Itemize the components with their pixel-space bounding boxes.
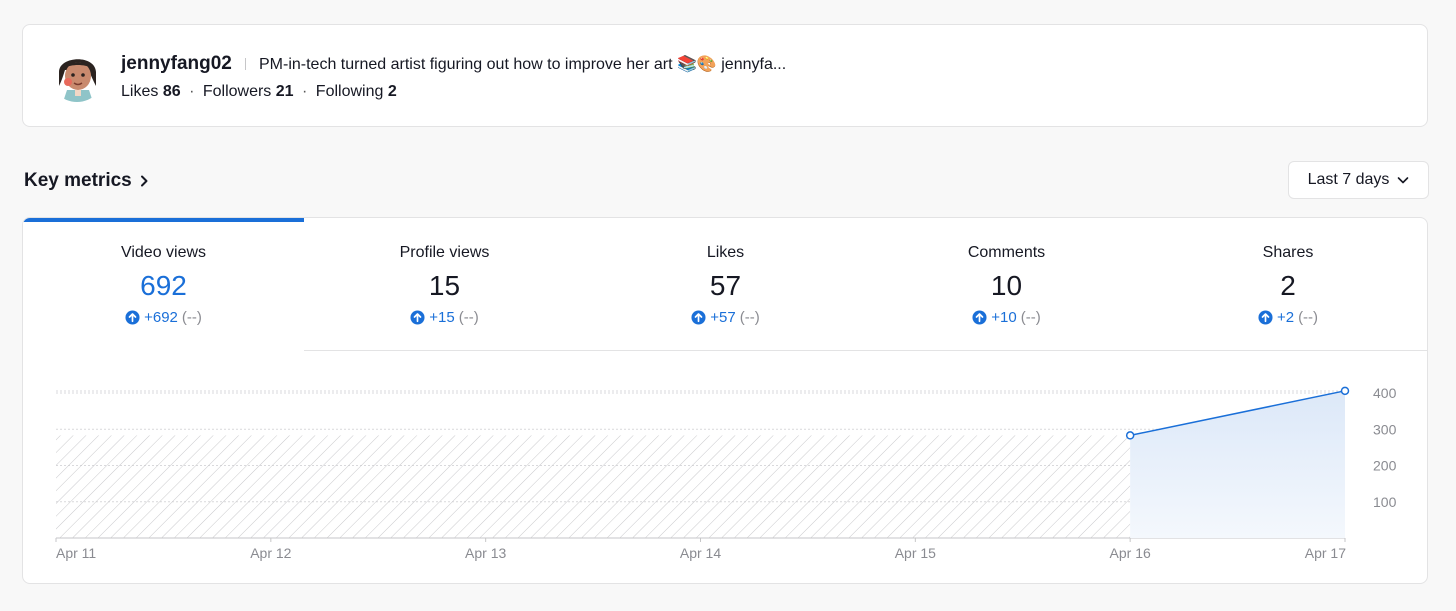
chevron-down-icon <box>1398 177 1409 184</box>
change-value: +2 <box>1276 309 1295 326</box>
metrics-card: Video views 692 +692 (--) Profile views … <box>22 217 1428 584</box>
x-tick-label: Apr 14 <box>680 545 721 561</box>
tab-label: Profile views <box>399 244 490 261</box>
tab-value: 692 <box>140 270 187 301</box>
section-title: Key metrics <box>24 170 132 191</box>
y-tick-label: 100 <box>1373 494 1397 510</box>
change-value: +57 <box>710 309 736 326</box>
previous-value: (--) <box>1298 309 1319 326</box>
tab-profile-views[interactable]: Profile views 15 +15 (--) <box>304 218 585 351</box>
x-tick-label: Apr 15 <box>895 545 936 561</box>
chevron-right-icon <box>140 175 148 187</box>
stat-likes-value: 86 <box>162 83 181 100</box>
tab-value: 15 <box>428 270 461 301</box>
tab-change: +2 (--) <box>1147 309 1427 326</box>
x-tick-label: Apr 13 <box>465 545 506 561</box>
previous-value: (--) <box>1020 309 1041 326</box>
tab-shares[interactable]: Shares 2 +2 (--) <box>1147 218 1427 351</box>
tab-comments[interactable]: Comments 10 +10 (--) <box>866 218 1147 351</box>
series-line <box>1130 390 1346 437</box>
tabs-divider <box>304 350 1427 351</box>
x-tick-label: Apr 12 <box>250 545 291 561</box>
separator-dot: · <box>189 83 195 100</box>
no-data-hatch <box>56 435 1131 538</box>
tab-label: Shares <box>1262 244 1314 261</box>
y-tick-label: 200 <box>1373 458 1397 474</box>
divider <box>245 58 246 70</box>
arrow-up-circle-icon <box>1258 310 1273 325</box>
date-range-label: Last 7 days <box>1307 171 1390 188</box>
tab-change: +10 (--) <box>866 309 1147 326</box>
tab-value: 57 <box>709 270 742 301</box>
tab-value: 2 <box>1280 270 1296 301</box>
profile-bio: PM-in-tech turned artist figuring out ho… <box>259 56 787 73</box>
profile-card: jennyfang02 PM-in-tech turned artist fig… <box>22 24 1428 127</box>
profile-stats: Likes 86 · Followers 21 · Following 2 <box>121 83 397 101</box>
x-tick-label: Apr 17 <box>1305 545 1346 561</box>
change-value: +15 <box>429 309 455 326</box>
y-tick-label: 300 <box>1373 421 1397 437</box>
tab-label: Comments <box>967 244 1046 261</box>
change-value: +10 <box>991 309 1017 326</box>
chart-series <box>1125 386 1350 538</box>
previous-value: (--) <box>458 309 479 326</box>
date-range-dropdown[interactable]: Last 7 days <box>1288 161 1429 199</box>
tab-video-views[interactable]: Video views 692 +692 (--) <box>23 218 304 351</box>
tab-change: +692 (--) <box>23 309 304 326</box>
data-point <box>1340 386 1350 396</box>
stat-following-value: 2 <box>387 83 397 100</box>
y-tick-label: 400 <box>1373 385 1397 401</box>
stat-followers-value: 21 <box>275 83 294 100</box>
separator-dot: · <box>302 83 308 100</box>
stat-following-label: Following <box>315 83 384 100</box>
username[interactable]: jennyfang02 <box>121 53 232 74</box>
x-tick-label: Apr 16 <box>1110 545 1151 561</box>
tab-value: 10 <box>990 270 1023 301</box>
arrow-up-circle-icon <box>691 310 706 325</box>
x-axis: Apr 11 Apr 12 Apr 13 Apr 14 Apr 15 Apr 16 Apr … <box>55 538 1346 561</box>
x-tick-label: Apr 11 <box>56 545 96 561</box>
tab-change: +15 (--) <box>304 309 585 326</box>
avatar-illustration <box>49 46 105 102</box>
tab-label: Likes <box>706 244 745 261</box>
stat-followers-label: Followers <box>202 83 272 100</box>
series-area <box>1130 390 1345 538</box>
no-data-region <box>56 435 1131 538</box>
data-point <box>1125 431 1135 440</box>
y-axis: 100 200 300 400 <box>1373 385 1397 510</box>
avatar[interactable] <box>49 46 105 102</box>
tab-change: +57 (--) <box>585 309 866 326</box>
previous-value: (--) <box>739 309 760 326</box>
stat-likes-label: Likes <box>121 83 159 100</box>
tab-label: Video views <box>120 244 207 261</box>
previous-value: (--) <box>181 309 202 326</box>
arrow-up-circle-icon <box>972 310 987 325</box>
key-metrics-link[interactable]: Key metrics <box>24 170 150 192</box>
arrow-up-circle-icon <box>410 310 425 325</box>
tab-likes[interactable]: Likes 57 +57 (--) <box>585 218 866 351</box>
arrow-up-circle-icon <box>125 310 140 325</box>
change-value: +692 <box>144 309 178 326</box>
